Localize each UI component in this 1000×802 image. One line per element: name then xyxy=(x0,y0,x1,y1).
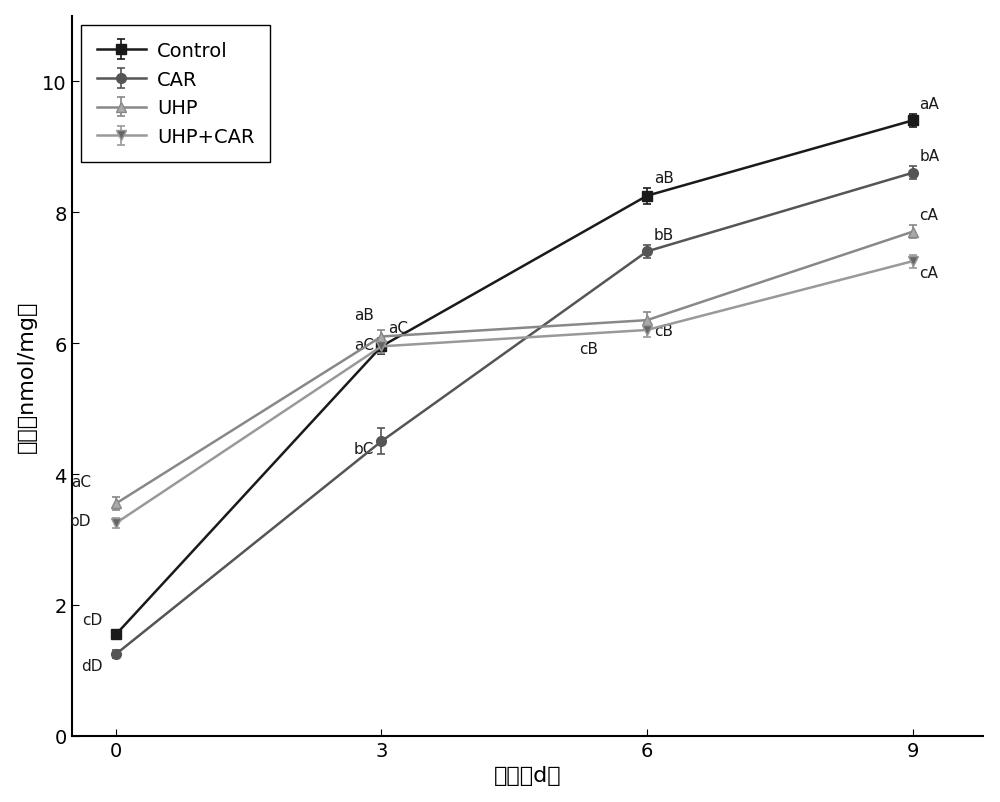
Text: cA: cA xyxy=(920,265,938,280)
Text: aB: aB xyxy=(654,170,674,185)
Text: aA: aA xyxy=(920,96,939,111)
Text: bB: bB xyxy=(654,227,674,242)
Text: aB: aB xyxy=(355,308,374,322)
Text: aC: aC xyxy=(354,337,374,352)
Legend: Control, CAR, UHP, UHP+CAR: Control, CAR, UHP, UHP+CAR xyxy=(81,26,270,163)
Text: cA: cA xyxy=(920,208,938,223)
Text: cB: cB xyxy=(654,324,673,339)
Text: bC: bC xyxy=(354,441,374,456)
Y-axis label: 灸基（nmol/mg）: 灸基（nmol/mg） xyxy=(17,300,37,452)
Text: cD: cD xyxy=(82,613,103,627)
Text: dD: dD xyxy=(81,658,103,673)
X-axis label: 天数（d）: 天数（d） xyxy=(494,765,561,785)
Text: cB: cB xyxy=(579,342,598,357)
Text: aC: aC xyxy=(71,475,91,489)
Text: bA: bA xyxy=(920,149,940,164)
Text: bD: bD xyxy=(70,513,91,528)
Text: aC: aC xyxy=(389,321,409,336)
